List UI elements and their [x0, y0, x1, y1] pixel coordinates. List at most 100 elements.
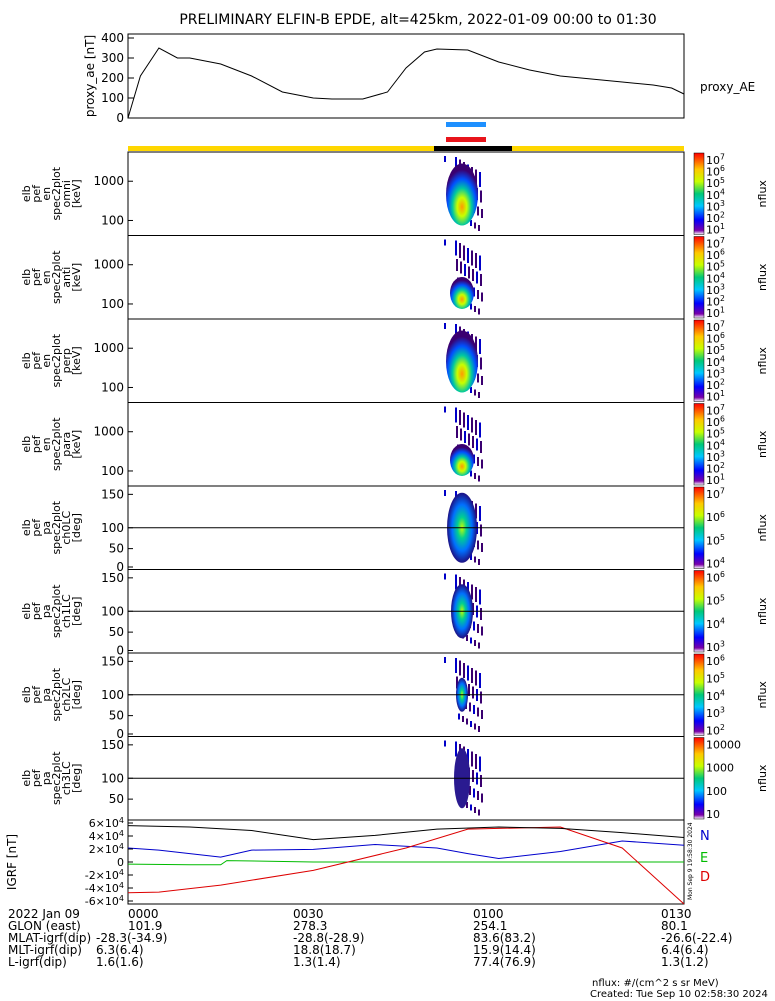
igrf-side-text: Mon Sep 9 19:58:30 2024 [687, 822, 694, 900]
colorbar-tick-label: 101 [706, 306, 725, 320]
noise-streak [475, 503, 477, 519]
noise-streak [467, 749, 469, 764]
panel-ylabel: en [40, 187, 53, 201]
panel-ylabel: pef [30, 351, 43, 370]
igrf-ytick-label: 6×104 [89, 816, 124, 830]
panel-ylabel: [keV] [70, 179, 83, 208]
colorbar [693, 236, 705, 319]
panel-ylabel: elb [20, 770, 33, 787]
igrf-line-E [127, 860, 684, 866]
black-bar [434, 146, 512, 151]
colorbar-title: nflux [756, 764, 769, 792]
noise-streak [471, 417, 473, 433]
igrf-ytick-label: 2×104 [89, 842, 124, 856]
proxy-ae-line [127, 47, 685, 119]
ephemeris-value: 6.4(6.4) [661, 943, 709, 957]
ae-ytick-label: 400 [101, 31, 124, 45]
ytick-label: 50 [109, 542, 124, 556]
noise-streak [475, 169, 477, 185]
flux-blob [450, 444, 474, 476]
colorbar-title: nflux [756, 180, 769, 208]
spectrogram-perp: 1000100elbpefenspec2plotperp[keV]1071061… [20, 318, 769, 404]
ytick-label: 150 [101, 738, 124, 752]
noise-streak [481, 793, 483, 803]
noise-streak [468, 266, 470, 279]
noise-streak [459, 410, 461, 425]
noise-streak [479, 255, 481, 271]
colorbar-tick-label: 106 [706, 654, 725, 668]
ephemeris-value: 80.1 [661, 919, 688, 933]
panel-ylabel: [keV] [70, 263, 83, 292]
noise-streak [478, 726, 480, 732]
colorbar [693, 653, 705, 736]
noise-streak [444, 156, 446, 162]
noise-streak [478, 308, 480, 315]
noise-streak [473, 621, 475, 631]
colorbar-tick-label: 103 [706, 449, 725, 463]
ytick-label: 100 [101, 771, 124, 785]
colorbar-tick-label: 106 [706, 510, 725, 524]
red-bar [446, 137, 486, 142]
colorbar-tick-label: 102 [706, 723, 725, 737]
panel-ylabel: [keV] [70, 430, 83, 459]
ytick-label: 150 [101, 571, 124, 585]
noise-streak [479, 589, 481, 605]
noise-streak [477, 624, 479, 633]
noise-streak [475, 587, 477, 602]
noise-streak [479, 339, 481, 354]
noise-streak [477, 540, 479, 550]
ephemeris-value: 1.3(1.2) [661, 955, 709, 969]
ytick-label: 50 [109, 709, 124, 723]
panel-frame [127, 318, 685, 403]
noise-streak [478, 809, 480, 816]
colorbar-tick-label: 105 [706, 593, 725, 607]
colorbar-tick-label: 105 [706, 176, 725, 190]
panel-ylabel: spec2plot [50, 500, 63, 554]
panel-ylabel: elb [20, 185, 33, 202]
noise-streak [473, 788, 475, 798]
panel-ylabel: pef [30, 267, 43, 286]
colorbar-tick-label: 106 [706, 164, 725, 178]
noise-streak [474, 222, 476, 229]
noise-streak [479, 506, 481, 521]
panel-ylabel: pa [40, 604, 53, 618]
colorbar-tick-label: 103 [706, 640, 725, 654]
colorbar-tick-label: 102 [706, 378, 725, 392]
noise-streak [444, 657, 446, 663]
colorbar-title: nflux [756, 597, 769, 625]
ytick-label: 100 [101, 464, 124, 478]
panel-ylabel: [deg] [70, 764, 83, 793]
flux-blob [446, 163, 478, 226]
noise-streak [477, 206, 479, 216]
noise-streak [472, 436, 474, 448]
noise-streak [479, 756, 481, 772]
ytick-label: 100 [101, 521, 124, 535]
colorbar [693, 737, 705, 820]
noise-streak [463, 245, 465, 261]
colorbar-tick-label: 102 [706, 294, 725, 308]
colorbar-tick-label: 10 [706, 808, 720, 821]
noise-streak [470, 637, 472, 644]
ephemeris-value: 15.9(14.4) [473, 943, 536, 957]
noise-streak [471, 668, 473, 683]
colorbar-tick-label: 101 [706, 389, 725, 403]
panel-frame [127, 402, 685, 487]
panel-ylabel: pef [30, 601, 43, 620]
noise-streak [470, 303, 472, 310]
panel-ylabel: [keV] [70, 346, 83, 375]
panel-ylabel: spec2plot [50, 166, 63, 220]
proxy-ae-panel: 400 300 200 100 0 proxy_ae [nT] proxy_AE [83, 31, 755, 125]
ephemeris-value: 1.6(1.6) [96, 955, 144, 969]
panel-ylabel: spec2plot [50, 667, 63, 721]
colorbar-tick-label: 105 [706, 259, 725, 273]
colorbar-tick-label: 102 [706, 211, 725, 225]
noise-streak [444, 490, 446, 496]
panel-ylabel: [deg] [70, 680, 83, 709]
panel-ylabel: en [40, 270, 53, 284]
ytick-label: 100 [101, 213, 124, 227]
ae-ytick-label: 200 [101, 71, 124, 85]
colorbar-tick-label: 105 [706, 671, 725, 685]
